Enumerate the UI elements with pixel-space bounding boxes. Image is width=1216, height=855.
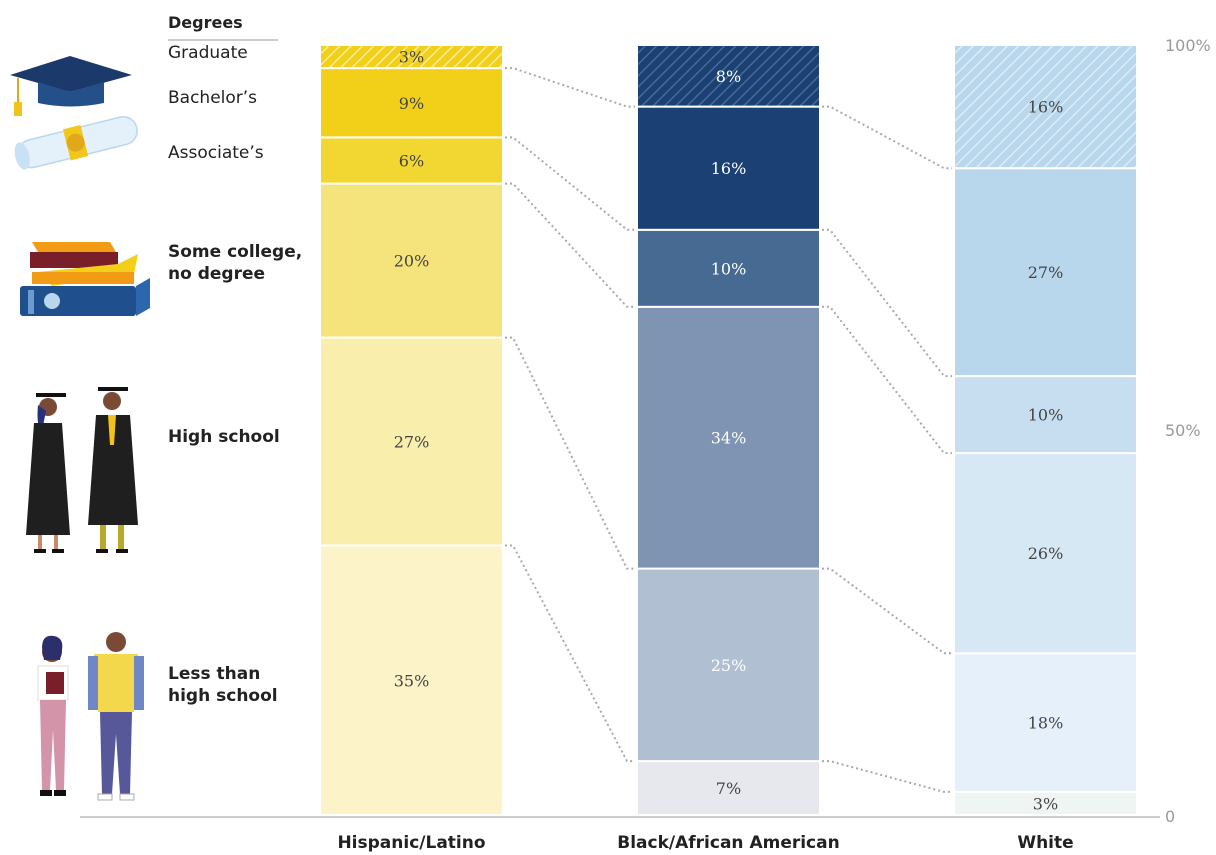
bar-segment-associates: [319, 136, 504, 185]
data-label-some_college: 34%: [711, 429, 747, 448]
bar-segment-bachelors: [953, 167, 1138, 378]
data-label-associates: 10%: [1028, 406, 1064, 425]
connector-lines: [505, 67, 952, 793]
students-icon: [37, 632, 144, 801]
data-label-high_school: 18%: [1028, 714, 1064, 733]
data-label-graduate: 16%: [1028, 98, 1064, 117]
level-label-graduate: Graduate: [168, 43, 248, 63]
data-label-associates: 6%: [399, 152, 424, 171]
data-label-some_college: 26%: [1028, 544, 1064, 563]
level-label-bachelors: Bachelor’s: [168, 88, 257, 108]
x-axis-label: White: [1017, 833, 1073, 853]
level-label-less_than_high_school: Less than high school: [168, 664, 278, 706]
diploma-scroll-icon: [14, 116, 138, 170]
data-label-less_than_high_school: 3%: [1033, 794, 1058, 813]
data-label-bachelors: 16%: [711, 159, 747, 178]
connector-bachelors: [505, 67, 635, 108]
data-label-less_than_high_school: 7%: [716, 779, 741, 798]
data-label-graduate: 3%: [399, 48, 424, 67]
connector-some_college: [822, 305, 952, 455]
bar-segment-graduate: [636, 44, 821, 108]
data-label-bachelors: 9%: [399, 94, 424, 113]
connector-high_school: [822, 567, 952, 655]
connector-high_school: [505, 336, 635, 570]
bar-segment-graduate: [319, 44, 504, 70]
data-label-high_school: 27%: [394, 433, 430, 452]
graduation-cap-icon: [10, 56, 132, 116]
bar-segment-high_school: [319, 336, 504, 547]
bar-segment-high_school: [636, 567, 821, 763]
data-label-some_college: 20%: [394, 252, 430, 271]
axes: Hispanic/Latino Black/African American Whi…: [80, 36, 1211, 853]
level-label-some_college: Some college, no degree: [168, 242, 302, 284]
bar-segment-some_college: [319, 182, 504, 339]
data-label-associates: 10%: [711, 259, 747, 278]
level-labels: Less than high school High school Some coll…: [168, 43, 302, 706]
legend-title: Degrees: [168, 13, 243, 32]
y-tick-label: 100%: [1165, 36, 1211, 55]
connector-less_than_high_school: [822, 760, 952, 793]
bar-black-african-american: 7% 25% 34% 10% 16% 8%: [636, 44, 821, 816]
y-tick-label: 0: [1165, 807, 1175, 826]
connector-bachelors: [822, 105, 952, 170]
bar-segment-less_than_high_school: [319, 544, 504, 816]
bar-segment-high_school: [953, 652, 1138, 793]
x-axis-label: Black/African American: [617, 833, 839, 853]
connector-associates: [822, 228, 952, 378]
book-stack-icon: [20, 242, 150, 316]
data-label-graduate: 8%: [716, 67, 741, 86]
bar-segment-associates: [953, 375, 1138, 455]
level-label-high_school: High school: [168, 427, 280, 447]
connector-associates: [505, 136, 635, 231]
bar-segment-some_college: [953, 452, 1138, 655]
data-label-bachelors: 27%: [1028, 263, 1064, 282]
x-axis-label: Hispanic/Latino: [337, 833, 485, 853]
bar-segment-bachelors: [636, 105, 821, 231]
bars: 35% 27% 20% 6% 9% 3% 7% 25% 34% 10% 16% 8% 3% 18% 26% 1…: [319, 44, 1138, 817]
data-label-less_than_high_school: 35%: [394, 671, 430, 690]
bar-white: 3% 18% 26% 10% 27% 16%: [953, 44, 1138, 817]
bar-segment-graduate: [953, 44, 1138, 170]
connector-less_than_high_school: [505, 544, 635, 763]
connector-some_college: [505, 182, 635, 308]
graduates-in-gowns-icon: [26, 387, 138, 553]
y-tick-label: 50%: [1165, 421, 1201, 440]
bar-hispanic-latino: 35% 27% 20% 6% 9% 3%: [319, 44, 504, 816]
level-label-associates: Associate’s: [168, 143, 264, 163]
data-label-high_school: 25%: [711, 656, 747, 675]
bar-segment-some_college: [636, 305, 821, 570]
bar-segment-associates: [636, 228, 821, 308]
